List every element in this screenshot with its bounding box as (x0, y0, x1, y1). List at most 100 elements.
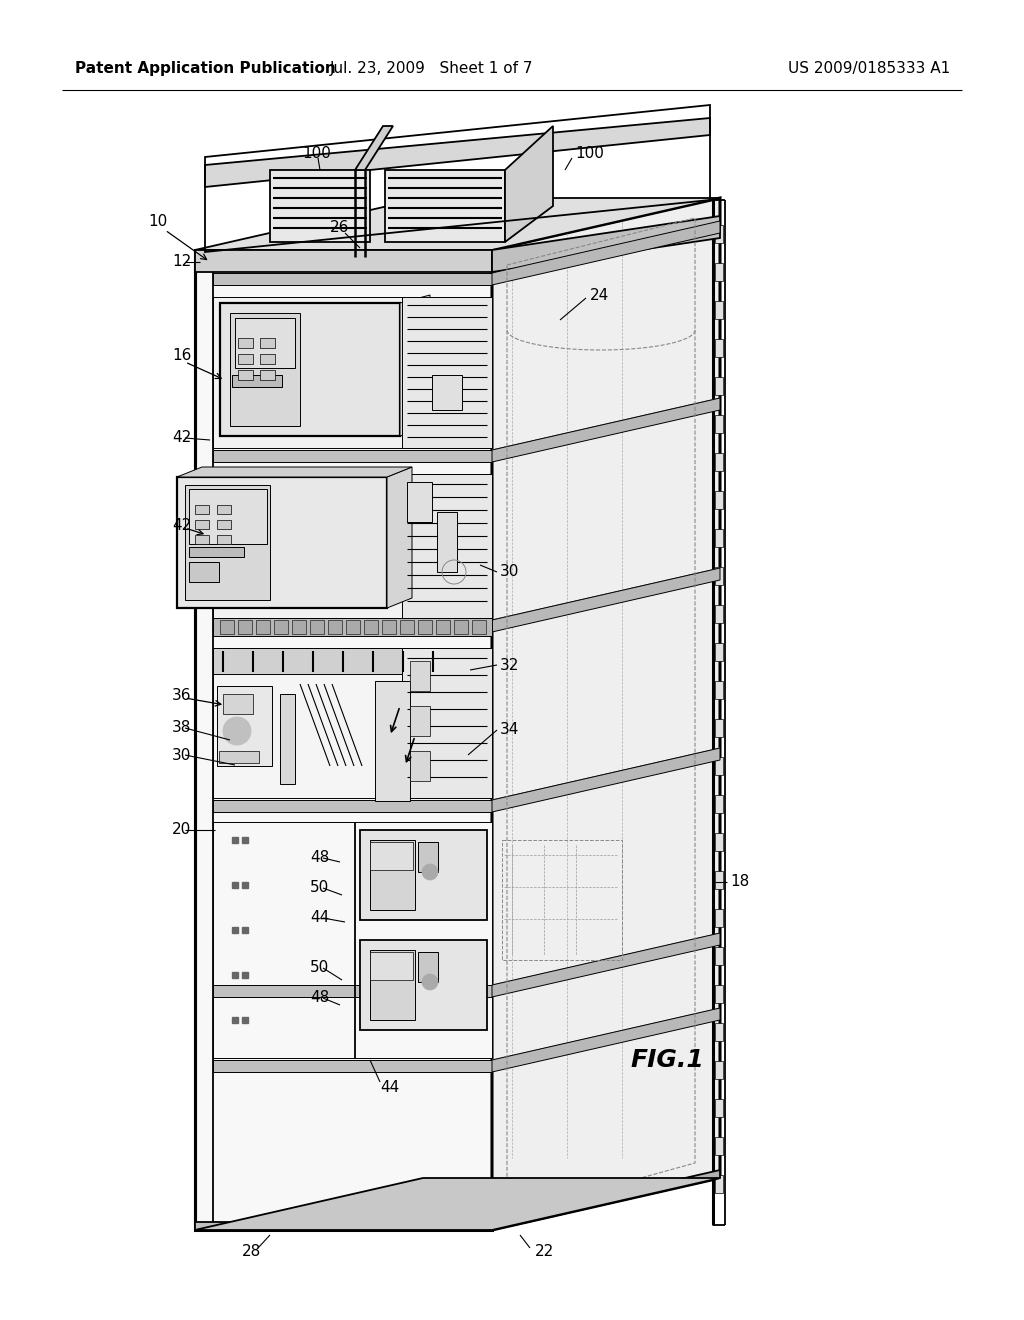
Bar (370, 840, 415, 909)
Polygon shape (402, 297, 492, 447)
Bar (410, 751, 430, 781)
Polygon shape (505, 125, 553, 242)
Polygon shape (492, 198, 720, 1230)
Bar (502, 840, 622, 960)
Text: 10: 10 (148, 214, 167, 230)
Text: 100: 100 (575, 145, 604, 161)
Polygon shape (492, 568, 720, 632)
Polygon shape (492, 220, 720, 285)
Polygon shape (220, 304, 400, 436)
Bar (715, 985, 723, 1003)
Bar (715, 681, 723, 700)
Bar (217, 506, 231, 513)
Bar (715, 529, 723, 546)
Bar (189, 546, 244, 557)
Bar (715, 643, 723, 661)
Bar (346, 620, 360, 634)
Bar (370, 842, 413, 870)
Bar (454, 620, 468, 634)
Bar (189, 562, 219, 582)
Bar (715, 756, 723, 775)
Text: 42: 42 (172, 430, 191, 446)
Circle shape (422, 865, 438, 880)
Polygon shape (492, 933, 720, 997)
Polygon shape (400, 294, 430, 436)
Text: 12: 12 (172, 255, 191, 269)
Bar (715, 871, 723, 888)
Polygon shape (402, 474, 492, 618)
Bar (715, 339, 723, 356)
Polygon shape (213, 648, 492, 799)
Bar (230, 313, 300, 426)
Bar (715, 263, 723, 281)
Polygon shape (177, 467, 412, 477)
Polygon shape (213, 800, 492, 812)
Text: 24: 24 (590, 288, 609, 302)
Text: 32: 32 (500, 657, 519, 672)
Bar (472, 620, 486, 634)
Bar (260, 354, 275, 364)
Polygon shape (205, 117, 710, 187)
Polygon shape (195, 249, 492, 272)
Polygon shape (213, 618, 492, 636)
Bar (715, 795, 723, 813)
Bar (185, 484, 270, 601)
Bar (217, 535, 231, 544)
Bar (715, 1023, 723, 1041)
Bar (418, 620, 432, 634)
Bar (328, 620, 342, 634)
Text: 30: 30 (500, 565, 519, 579)
Bar (410, 661, 430, 690)
Bar (382, 620, 396, 634)
Text: 20: 20 (172, 822, 191, 837)
Bar (195, 506, 209, 513)
Text: 44: 44 (310, 911, 330, 925)
Bar (189, 488, 267, 544)
Polygon shape (195, 198, 720, 249)
Text: 28: 28 (242, 1245, 261, 1259)
Bar (715, 414, 723, 433)
Bar (400, 620, 414, 634)
Text: Jul. 23, 2009   Sheet 1 of 7: Jul. 23, 2009 Sheet 1 of 7 (331, 61, 534, 75)
Bar (238, 338, 253, 348)
Bar (715, 568, 723, 585)
Bar (715, 719, 723, 737)
Polygon shape (270, 170, 370, 242)
Polygon shape (213, 474, 492, 618)
Bar (238, 354, 253, 364)
Polygon shape (492, 216, 720, 272)
Bar (256, 620, 270, 634)
Bar (260, 338, 275, 348)
Polygon shape (492, 1008, 720, 1072)
Text: 36: 36 (172, 688, 191, 702)
Bar (715, 378, 723, 395)
Text: US 2009/0185333 A1: US 2009/0185333 A1 (787, 61, 950, 75)
Bar (375, 681, 410, 801)
Bar (715, 605, 723, 623)
Text: Patent Application Publication: Patent Application Publication (75, 61, 336, 75)
Polygon shape (360, 830, 487, 920)
Bar (274, 620, 288, 634)
Polygon shape (492, 748, 720, 812)
Polygon shape (213, 648, 492, 675)
Bar (418, 952, 438, 982)
Text: 22: 22 (535, 1245, 554, 1259)
Polygon shape (385, 170, 505, 242)
Text: 26: 26 (330, 220, 349, 235)
Bar (436, 620, 450, 634)
Bar (370, 950, 415, 1020)
Polygon shape (355, 125, 393, 170)
Bar (407, 482, 432, 521)
Polygon shape (387, 467, 412, 609)
Polygon shape (195, 1222, 492, 1230)
Text: 30: 30 (172, 747, 191, 763)
Bar (260, 370, 275, 380)
Bar (715, 946, 723, 965)
Polygon shape (213, 450, 492, 462)
Polygon shape (213, 822, 492, 1059)
Bar (195, 520, 209, 529)
Bar (310, 620, 324, 634)
Bar (715, 1175, 723, 1193)
Bar (292, 620, 306, 634)
Bar (238, 620, 252, 634)
